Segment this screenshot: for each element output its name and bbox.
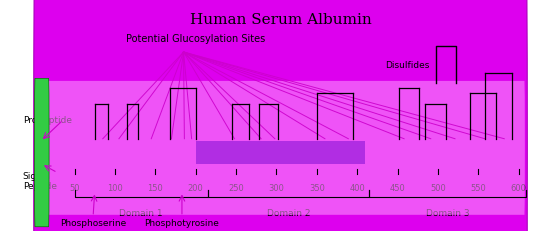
Title: Human Serum Albumin: Human Serum Albumin [190,13,371,27]
Text: Domain 3: Domain 3 [426,208,470,217]
Text: 50: 50 [69,183,80,192]
Text: Phosphotyrosine: Phosphotyrosine [145,218,219,227]
Text: 100: 100 [107,183,123,192]
Text: 550: 550 [471,183,486,192]
Text: Domain 1: Domain 1 [119,208,163,217]
Text: 500: 500 [430,183,446,192]
Text: 400: 400 [349,183,365,192]
Text: 250: 250 [228,183,244,192]
Text: Domain 2: Domain 2 [267,208,310,217]
Text: 200: 200 [188,183,204,192]
FancyBboxPatch shape [35,79,49,227]
Text: 600: 600 [511,183,527,192]
Text: 350: 350 [309,183,325,192]
Text: 300: 300 [268,183,284,192]
Text: 450: 450 [390,183,405,192]
FancyBboxPatch shape [36,82,525,215]
Text: 150: 150 [147,183,163,192]
Text: Disulfides: Disulfides [386,61,430,70]
Text: Signal
Peptide: Signal Peptide [23,171,57,190]
Text: Potential Glucosylation Sites: Potential Glucosylation Sites [126,34,265,44]
Text: Phosphoserine: Phosphoserine [60,218,126,227]
Bar [196,142,365,164]
Text: Propeptide: Propeptide [23,116,72,125]
FancyBboxPatch shape [34,0,527,231]
